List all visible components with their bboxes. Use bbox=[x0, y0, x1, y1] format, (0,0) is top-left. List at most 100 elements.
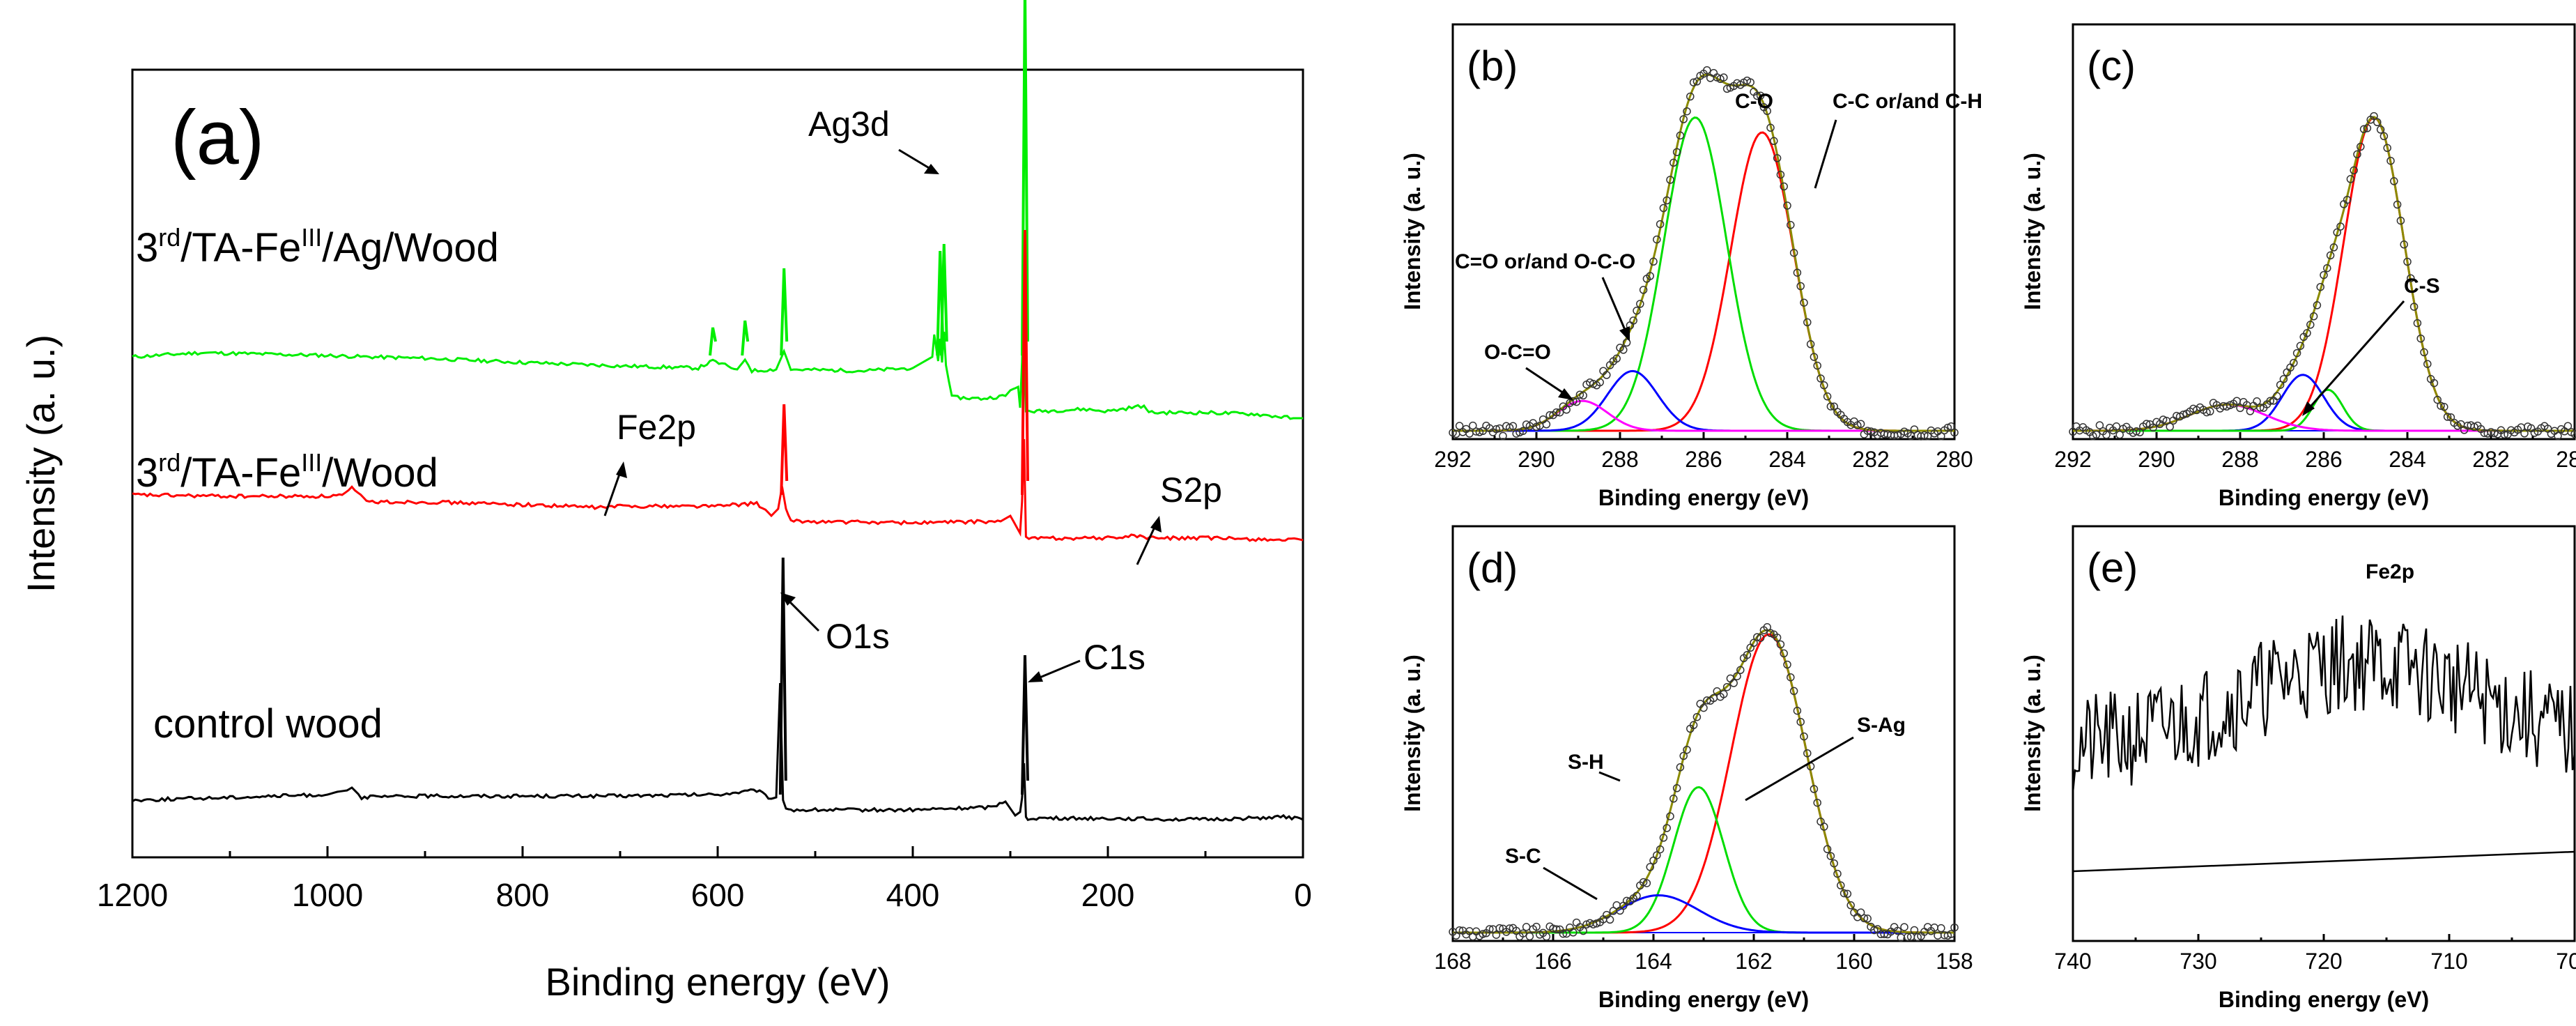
raw-data-point bbox=[1525, 932, 1534, 941]
raw-data-point bbox=[1913, 933, 1922, 942]
raw-data-point bbox=[1475, 428, 1484, 436]
raw-data-point bbox=[1846, 901, 1855, 910]
raw-data-point bbox=[2416, 334, 2425, 343]
raw-data-point bbox=[1666, 176, 1674, 184]
raw-data-point bbox=[2273, 392, 2281, 401]
x-tick-label: 288 bbox=[1601, 447, 1638, 472]
raw-data-point bbox=[1820, 822, 1828, 831]
raw-data-point bbox=[1904, 933, 1912, 942]
panel-d-ticks: 168 166 164 162 160 158 bbox=[1434, 934, 1973, 974]
raw-data-point bbox=[2292, 349, 2301, 358]
arrow-c-s bbox=[2305, 300, 2405, 412]
raw-data-point bbox=[2336, 222, 2345, 231]
x-tick-label: 1000 bbox=[292, 877, 363, 913]
raw-data-point bbox=[1776, 640, 1785, 649]
raw-data-point bbox=[1663, 196, 1671, 205]
raw-data-point bbox=[2296, 342, 2305, 351]
raw-data-point bbox=[1545, 411, 1554, 420]
raw-data-point bbox=[1920, 431, 1929, 440]
raw-data-point bbox=[1943, 423, 1952, 432]
fit-component bbox=[1453, 131, 1954, 432]
peak-label-ag3d: Ag3d bbox=[808, 105, 890, 144]
panel-e-ylabel: Intensity (a. u.) bbox=[2020, 654, 2045, 812]
raw-data-point bbox=[1596, 378, 1604, 387]
raw-data-point bbox=[1633, 307, 1641, 315]
raw-data-point bbox=[2440, 403, 2448, 411]
raw-data-point bbox=[1552, 408, 1561, 417]
raw-data-point bbox=[1830, 859, 1838, 868]
x-tick-label: 400 bbox=[886, 877, 940, 913]
raw-data-point bbox=[2320, 270, 2328, 280]
panel-b-label: (b) bbox=[1467, 43, 1518, 89]
x-tick-label: 282 bbox=[2472, 447, 2509, 472]
arrow-s-ag bbox=[1745, 736, 1854, 802]
raw-data-point bbox=[2253, 397, 2261, 406]
panel-a-label: (a) bbox=[171, 95, 264, 181]
raw-data-point bbox=[1947, 422, 1955, 431]
raw-data-point bbox=[1683, 107, 1691, 116]
series-line bbox=[132, 292, 1303, 420]
fit-component bbox=[1453, 633, 1954, 934]
panel-b-ticks: 292 290 288 286 284 282 280 bbox=[1434, 432, 1973, 472]
arrowhead-ag3d bbox=[924, 164, 939, 174]
x-tick-label: 284 bbox=[1768, 447, 1805, 472]
raw-data-point bbox=[2206, 407, 2214, 416]
raw-data-point bbox=[1806, 340, 1815, 349]
x-tick-label: 290 bbox=[2138, 447, 2175, 472]
raw-data-point bbox=[1720, 690, 1728, 698]
raw-data-point bbox=[1783, 201, 1791, 210]
raw-data-point bbox=[1449, 428, 1457, 437]
panel-a-series bbox=[132, 0, 1304, 822]
raw-data-point bbox=[2095, 421, 2104, 429]
panel-c-frame bbox=[2072, 23, 2576, 441]
raw-data-point bbox=[2316, 282, 2324, 291]
x-tick-label: 282 bbox=[1852, 447, 1889, 472]
x-tick-label: 1200 bbox=[97, 877, 168, 913]
raw-data-point bbox=[1753, 91, 1761, 100]
x-tick-label: 800 bbox=[496, 877, 550, 913]
series-peak bbox=[709, 327, 717, 356]
raw-data-point bbox=[1867, 427, 1875, 436]
raw-data-point bbox=[1722, 84, 1732, 93]
series-label-ag-wood: 3rd/TA-FeIII/Ag/Wood bbox=[136, 223, 499, 270]
raw-data-point bbox=[1789, 687, 1798, 696]
x-tick-label: 292 bbox=[2054, 447, 2091, 472]
panel-a-ticks: 1200 1000 800 600 400 200 0 bbox=[97, 846, 1312, 913]
series-line bbox=[132, 438, 1304, 542]
raw-data-point bbox=[2102, 431, 2111, 439]
raw-data-point bbox=[1893, 431, 1902, 440]
raw-data-point bbox=[1689, 721, 1698, 730]
raw-data-point bbox=[1512, 429, 1520, 438]
peak-label-c1s: C1s bbox=[1083, 638, 1146, 677]
panel-c-ticks: 292 290 288 286 284 282 280 bbox=[2054, 432, 2576, 472]
arrow-fe2p bbox=[603, 468, 623, 516]
raw-data-point bbox=[1542, 932, 1551, 941]
raw-data-point bbox=[2373, 118, 2382, 127]
raw-data-point bbox=[2430, 378, 2439, 388]
raw-data-point bbox=[1555, 408, 1564, 417]
raw-data-point bbox=[1843, 889, 1852, 898]
raw-data-point bbox=[1622, 896, 1631, 905]
x-tick-label: 700 bbox=[2556, 949, 2576, 974]
panel-b: 292 290 288 286 284 282 280 (b) Binding energy… bbox=[1400, 23, 1982, 510]
panel-c-ylabel: Intensity (a. u.) bbox=[2020, 153, 2045, 310]
raw-data-point bbox=[2390, 177, 2398, 185]
raw-data-point bbox=[2563, 422, 2573, 430]
raw-data-point bbox=[1856, 908, 1865, 917]
raw-data-point bbox=[1833, 869, 1842, 878]
x-tick-label: 292 bbox=[1434, 447, 1471, 472]
raw-data-point bbox=[1743, 650, 1752, 659]
raw-data-point bbox=[2420, 348, 2428, 357]
raw-data-point bbox=[1800, 298, 1808, 307]
raw-data-point bbox=[1679, 751, 1688, 760]
raw-data-point bbox=[1455, 926, 1464, 935]
panel-d-xlabel: Binding energy (eV) bbox=[1598, 987, 1809, 1012]
raw-data-point bbox=[1663, 824, 1671, 832]
x-tick-label: 740 bbox=[2054, 949, 2091, 974]
panel-e: 740730720710700 (e) Binding energy (eV) … bbox=[2020, 525, 2576, 1012]
raw-data-point bbox=[1686, 92, 1695, 101]
raw-data-point bbox=[1813, 361, 1821, 370]
arrow-s2p bbox=[1136, 522, 1158, 565]
raw-data-point bbox=[2256, 404, 2265, 412]
fit-component bbox=[1453, 894, 1954, 934]
